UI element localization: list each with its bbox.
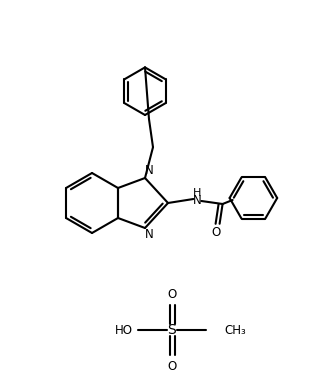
Text: N: N <box>145 229 153 241</box>
Text: N: N <box>193 194 202 208</box>
Text: H: H <box>193 188 202 198</box>
Text: O: O <box>167 288 177 300</box>
Text: HO: HO <box>115 324 133 336</box>
Text: O: O <box>167 360 177 372</box>
Text: CH₃: CH₃ <box>224 324 246 336</box>
Text: N: N <box>145 165 153 177</box>
Text: O: O <box>211 226 220 239</box>
Text: S: S <box>168 323 176 337</box>
